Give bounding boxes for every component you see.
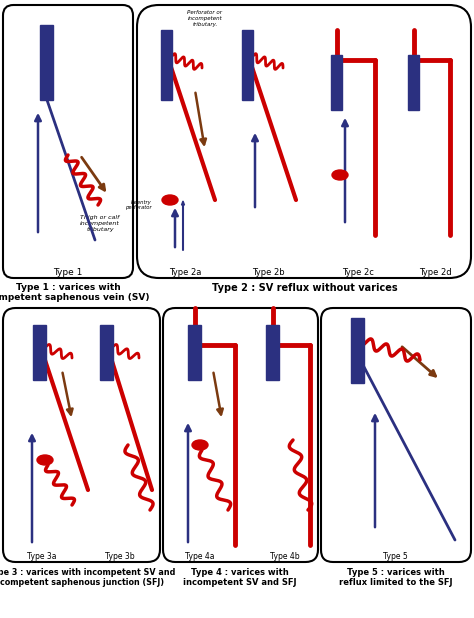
Text: Reentry
perforator: Reentry perforator: [126, 200, 152, 210]
Text: Type 5 : varices with
reflux limited to the SFJ: Type 5 : varices with reflux limited to …: [339, 568, 453, 587]
Text: Type 2c: Type 2c: [342, 268, 374, 277]
Bar: [266, 325, 280, 380]
Text: Type 4b: Type 4b: [270, 552, 300, 561]
Bar: [243, 30, 254, 100]
Text: Type 4 : varices with
incompetent SV and SFJ: Type 4 : varices with incompetent SV and…: [183, 568, 297, 587]
Text: Type 5: Type 5: [383, 552, 407, 561]
Text: Type 3b: Type 3b: [105, 552, 135, 561]
Bar: [40, 25, 54, 100]
Text: Type 4a: Type 4a: [185, 552, 215, 561]
Ellipse shape: [162, 195, 178, 205]
Text: Perforator or
incompetent
tributary.: Perforator or incompetent tributary.: [188, 10, 222, 27]
Text: Type 2d: Type 2d: [419, 268, 451, 277]
Text: Type 2b: Type 2b: [252, 268, 284, 277]
Bar: [189, 325, 201, 380]
FancyBboxPatch shape: [321, 308, 471, 562]
FancyBboxPatch shape: [163, 308, 318, 562]
FancyArrow shape: [182, 201, 184, 215]
Bar: [331, 55, 343, 110]
Bar: [34, 325, 46, 380]
Text: Type 2 : SV reflux without varices: Type 2 : SV reflux without varices: [212, 283, 398, 293]
Text: Type 2a: Type 2a: [169, 268, 201, 277]
Ellipse shape: [192, 440, 208, 450]
Text: Thigh or calf
incompetent
tributary: Thigh or calf incompetent tributary: [80, 215, 120, 232]
FancyBboxPatch shape: [137, 5, 471, 278]
Text: Type 3 : varices with incompetent SV and
competent saphenous junction (SFJ): Type 3 : varices with incompetent SV and…: [0, 568, 176, 587]
Ellipse shape: [37, 455, 53, 465]
Text: Type 3a: Type 3a: [27, 552, 57, 561]
Bar: [100, 325, 113, 380]
Text: Type 1: Type 1: [53, 268, 82, 277]
FancyBboxPatch shape: [3, 5, 133, 278]
Bar: [409, 55, 419, 110]
Ellipse shape: [332, 170, 348, 180]
Text: Type 1 : varices with
competent saphenous vein (SV): Type 1 : varices with competent saphenou…: [0, 283, 149, 302]
Bar: [352, 318, 365, 383]
FancyBboxPatch shape: [3, 308, 160, 562]
Bar: [162, 30, 173, 100]
